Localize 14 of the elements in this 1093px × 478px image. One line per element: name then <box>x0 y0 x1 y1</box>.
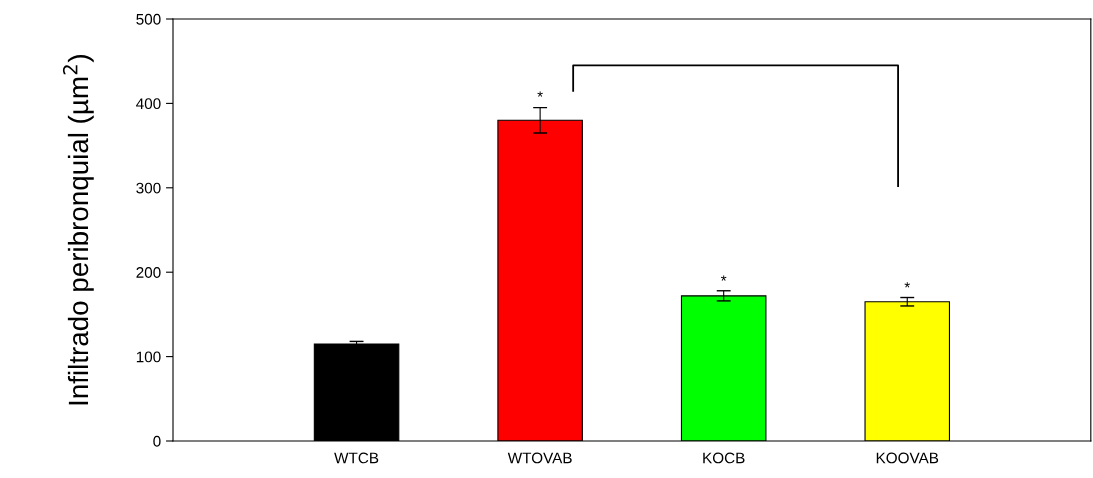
y-tick-label: 100 <box>136 351 161 363</box>
x-tick-label: WTOVAB <box>507 452 572 464</box>
annotation: * <box>537 91 543 97</box>
x-tick-label: KOCB <box>703 452 745 464</box>
y-tick-label: 200 <box>136 267 161 278</box>
y-tick-label: 500 <box>136 13 161 25</box>
annotation: * <box>720 275 727 281</box>
annotation: * <box>904 282 910 288</box>
y-tick-label: 300 <box>136 182 161 194</box>
x-tick-label: KOOVAB <box>876 452 939 464</box>
y-axis-title: Infiltrado peribronquial (µm$^{2}$) <box>62 55 94 405</box>
y-tick-label: 0 <box>153 435 161 447</box>
y-tick-label: 400 <box>136 98 161 110</box>
x-tick-label: WTCB <box>334 452 379 464</box>
